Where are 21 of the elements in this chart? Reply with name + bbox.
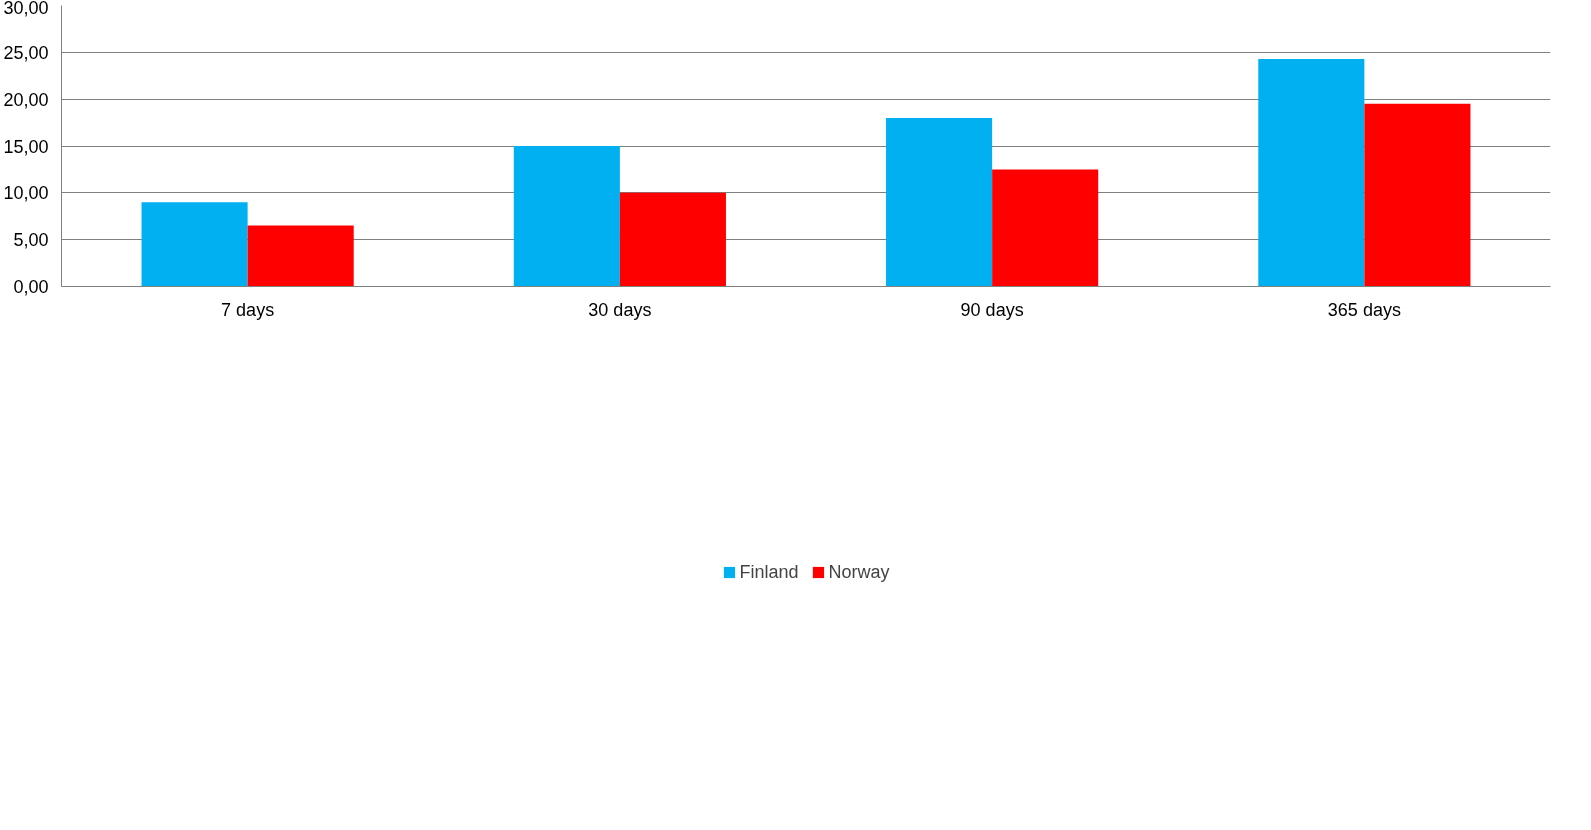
bar xyxy=(886,117,993,287)
y-tick-label: 15,00 xyxy=(3,136,49,157)
x-tick-label: 365 days xyxy=(1327,299,1401,320)
x-tick-label: 7 days xyxy=(221,299,275,320)
y-tick-label: 25,00 xyxy=(3,42,49,63)
bar xyxy=(247,225,354,287)
y-tick-label: 5,00 xyxy=(13,230,49,251)
bar xyxy=(1258,58,1365,287)
x-tick-label: 30 days xyxy=(588,299,652,320)
y-tick-label: 0,00 xyxy=(13,277,49,297)
y-tick-label: 10,00 xyxy=(3,183,49,204)
x-tick-label: 90 days xyxy=(960,299,1024,320)
bar xyxy=(992,169,1099,287)
bar xyxy=(141,202,248,287)
legend-label: Norway xyxy=(828,561,890,583)
bar xyxy=(1364,103,1471,287)
legend-label: Finland xyxy=(739,561,799,583)
y-tick-label: 30,00 xyxy=(3,0,49,18)
y-tick-label: 20,00 xyxy=(3,89,49,110)
bar xyxy=(619,192,726,287)
bar xyxy=(513,146,620,287)
